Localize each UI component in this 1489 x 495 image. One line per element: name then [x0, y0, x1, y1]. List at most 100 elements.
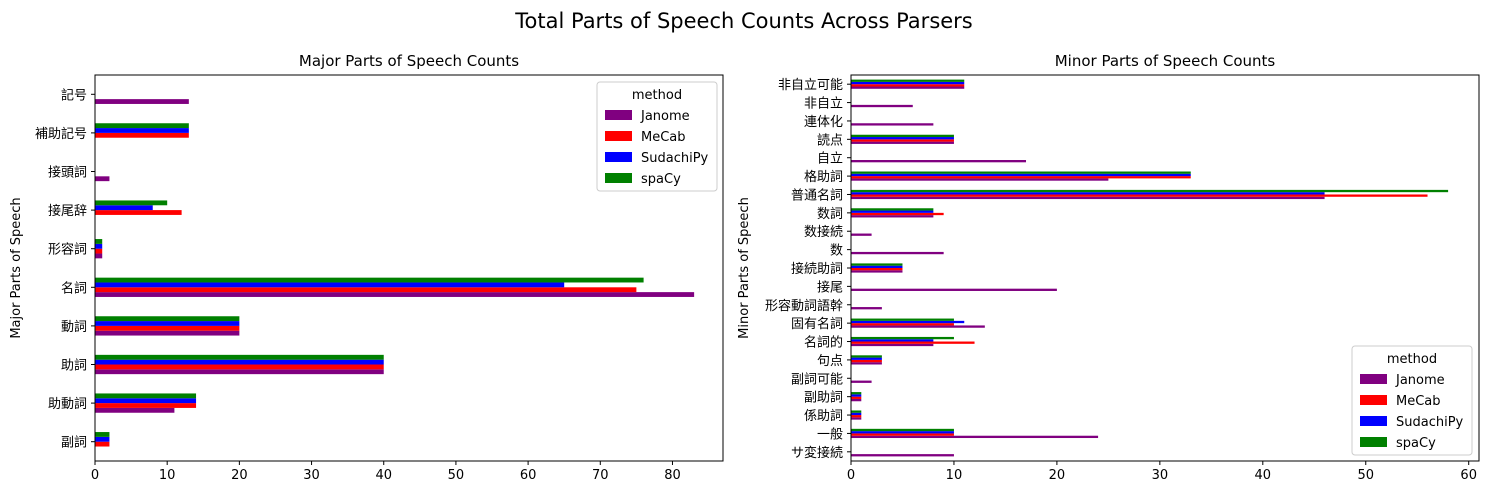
- bar-mecab-3: [851, 396, 862, 399]
- y-tick-label: 接尾: [817, 279, 843, 295]
- bar-janome-4: [851, 380, 872, 383]
- y-tick-label: 名詞的: [804, 335, 843, 351]
- chart-title: Minor Parts of Speech Counts: [1055, 52, 1276, 70]
- y-tick-label: 記号: [61, 87, 87, 103]
- bar-janome-6: [851, 343, 934, 347]
- x-tick-label: 60: [520, 468, 537, 483]
- bar-janome-14: [851, 196, 1325, 200]
- legend-title: method: [632, 88, 682, 103]
- bar-spacy-2: [851, 410, 862, 413]
- y-tick-label: 助詞: [61, 359, 87, 374]
- bar-sudachipy-8: [95, 128, 189, 133]
- bar-sudachipy-20: [851, 81, 965, 85]
- bar-spacy-3: [95, 316, 240, 322]
- legend-swatch-janome: [1360, 374, 1387, 384]
- legend-label-sudachipy: SudachiPy: [1396, 415, 1464, 430]
- bar-janome-7: [95, 176, 110, 182]
- y-tick-label: 数詞: [817, 207, 843, 222]
- bar-mecab-1: [851, 433, 954, 436]
- bar-janome-17: [851, 141, 954, 144]
- bar-janome-9: [851, 288, 1057, 291]
- bar-mecab-5: [851, 359, 882, 363]
- chart-title: Major Parts of Speech Counts: [299, 52, 519, 70]
- x-tick-label: 20: [1049, 468, 1066, 483]
- legend: method Janome MeCab SudachiPy spaCy: [1351, 345, 1473, 456]
- minor-pos-chart: 0 10 20 30 40 50 60 サ変接続 一般 係助詞 副助詞 副詞可能 句点 名詞的 固有名詞 形容…: [737, 52, 1480, 483]
- bar-sudachipy-6: [851, 339, 934, 342]
- legend-label-sudachipy: SudachiPy: [641, 151, 709, 166]
- x-tick-label: 10: [946, 468, 963, 483]
- bar-sudachipy-13: [851, 210, 934, 213]
- bar-sudachipy-2: [95, 359, 384, 365]
- x-tick-label: 40: [1255, 468, 1272, 483]
- bar-spacy-7: [851, 318, 954, 321]
- bar-mecab-0: [95, 441, 110, 447]
- legend-swatch-spacy: [605, 173, 632, 183]
- legend-label-janome: Janome: [640, 109, 690, 124]
- y-tick-label: 読点: [817, 132, 843, 148]
- bar-mecab-4: [95, 287, 637, 293]
- y-tick-label: 補助記号: [35, 126, 87, 142]
- bar-sudachipy-3: [95, 321, 240, 326]
- y-tick-label: 名詞: [61, 280, 87, 296]
- bar-janome-1: [851, 435, 1099, 439]
- bar-sudachipy-17: [851, 137, 954, 140]
- bar-mecab-20: [851, 84, 965, 87]
- legend-swatch-mecab: [1360, 395, 1387, 405]
- bar-janome-3: [95, 330, 240, 336]
- bar-janome-16: [851, 160, 1027, 163]
- bar-janome-8: [851, 307, 882, 310]
- y-tick-label: 副詞可能: [791, 372, 843, 387]
- legend-title: method: [1387, 352, 1437, 367]
- bar-janome-5: [851, 362, 882, 365]
- bar-spacy-17: [851, 134, 954, 138]
- bar-sudachipy-1: [851, 431, 954, 434]
- bar-mecab-1: [95, 403, 197, 408]
- legend-swatch-sudachipy: [1360, 416, 1387, 426]
- bar-janome-11: [851, 251, 944, 255]
- x-tick-label: 20: [231, 468, 248, 483]
- y-tick-label: 副詞: [61, 436, 87, 451]
- bar-spacy-4: [95, 277, 644, 283]
- plot-frame: [94, 74, 724, 462]
- y-tick-label: 一般: [817, 426, 843, 442]
- bar-mecab-7: [851, 323, 954, 326]
- bar-spacy-15: [851, 171, 1191, 174]
- bar-sudachipy-14: [851, 192, 1325, 195]
- bar-mecab-13: [851, 212, 944, 216]
- bar-janome-19: [851, 104, 913, 108]
- bar-sudachipy-2: [851, 412, 862, 416]
- y-tick-label: 動詞: [61, 320, 87, 335]
- bar-spacy-14: [851, 189, 1449, 193]
- bar-sudachipy-7: [851, 320, 965, 324]
- legend-box: [596, 81, 718, 192]
- bar-janome-20: [851, 86, 965, 89]
- x-tick-label: 50: [448, 468, 465, 483]
- bar-mecab-17: [851, 139, 954, 142]
- legend-swatch-sudachipy: [605, 152, 632, 162]
- bar-janome-13: [851, 215, 934, 218]
- legend-label-mecab: MeCab: [641, 130, 686, 145]
- y-tick-label: 数接続: [804, 224, 843, 240]
- bar-spacy-20: [851, 79, 965, 82]
- x-tick-label: 80: [664, 468, 681, 483]
- bar-sudachipy-1: [95, 398, 197, 404]
- legend-box: [1351, 345, 1473, 456]
- x-tick-label: 0: [847, 468, 855, 483]
- x-tick-label: 50: [1357, 468, 1374, 483]
- bar-sudachipy-15: [851, 173, 1191, 177]
- y-axis-label: Major Parts of Speech: [9, 197, 24, 338]
- bar-spacy-5: [95, 239, 103, 244]
- bar-spacy-10: [851, 263, 903, 266]
- bar-janome-3: [851, 398, 862, 402]
- y-tick-label: 格助詞: [804, 169, 843, 185]
- y-tick-label: 非自立: [804, 97, 843, 112]
- y-tick-label: 形容詞: [48, 242, 87, 258]
- y-tick-label: 係助詞: [804, 409, 843, 424]
- legend-swatch-janome: [605, 110, 632, 120]
- y-tick-label: 連体化: [804, 115, 843, 130]
- bar-spacy-1: [851, 428, 954, 432]
- y-tick-label: 副助詞: [804, 391, 843, 406]
- x-tick-label: 40: [375, 468, 392, 483]
